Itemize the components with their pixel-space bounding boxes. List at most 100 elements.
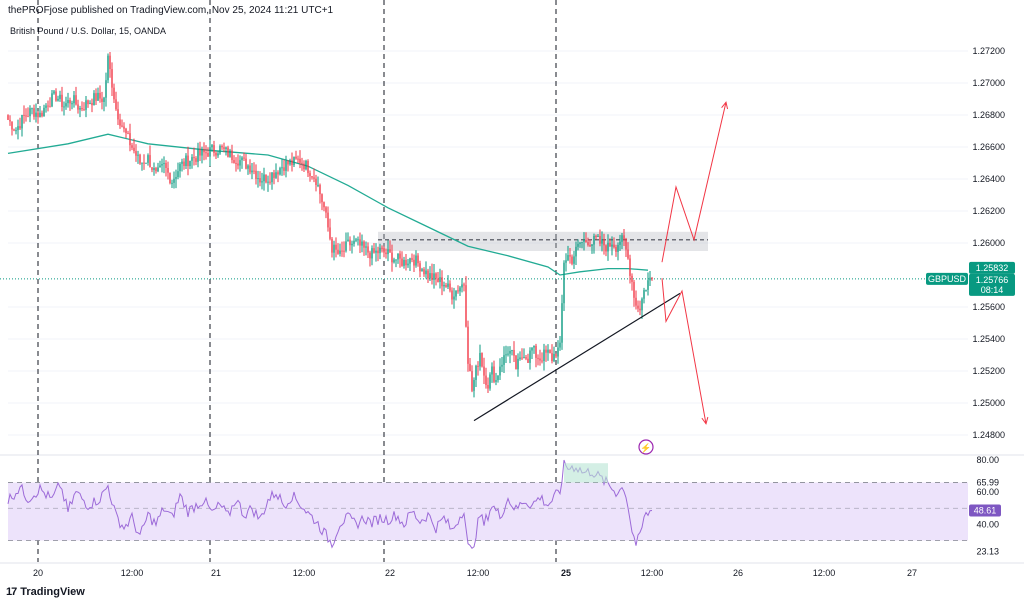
candle-body xyxy=(83,109,85,111)
candle-body xyxy=(269,181,271,183)
candle-body xyxy=(49,106,51,108)
candle-body xyxy=(441,277,443,287)
candle-body xyxy=(239,160,241,166)
candle-body xyxy=(493,366,495,382)
candle-body xyxy=(529,350,531,363)
candle-body xyxy=(217,153,219,156)
candle-body xyxy=(63,106,65,108)
tradingview-branding: 17 TradingView xyxy=(6,586,85,598)
candle-body xyxy=(265,174,267,183)
candle-body xyxy=(515,355,517,370)
candle-body xyxy=(451,290,453,300)
candle-body xyxy=(165,163,167,169)
candle-body xyxy=(245,158,247,169)
candle-body xyxy=(197,149,199,162)
rsi-tick-label: 23.13 xyxy=(976,547,999,557)
candle-body xyxy=(225,147,227,149)
candle-body xyxy=(385,252,387,255)
candle-body xyxy=(317,184,319,186)
candle-body xyxy=(323,202,325,208)
candle-body xyxy=(501,364,503,367)
candle-body xyxy=(469,363,471,372)
rsi-tick-label: 40.00 xyxy=(976,519,999,529)
candle-body xyxy=(95,93,97,101)
candle-body xyxy=(199,149,201,156)
symbol-tag-label: GBPUSD xyxy=(928,274,967,284)
candle-body xyxy=(37,112,39,118)
candle-body xyxy=(105,80,107,98)
candle-body xyxy=(57,98,59,101)
candle-body xyxy=(519,357,521,359)
candle-body xyxy=(9,119,11,122)
candle-body xyxy=(79,107,81,110)
candle-body xyxy=(527,358,529,363)
candle-body xyxy=(209,147,211,157)
candle-body xyxy=(395,259,397,261)
candle-body xyxy=(87,100,89,105)
candle-body xyxy=(485,375,487,385)
rsi-value-tag xyxy=(969,504,1001,517)
candle-body xyxy=(279,168,281,175)
candle-body xyxy=(59,94,61,99)
candle-body xyxy=(283,167,285,171)
candle-body xyxy=(201,149,203,156)
candle-body xyxy=(109,55,111,70)
candle-body xyxy=(23,114,25,116)
candle-body xyxy=(255,170,257,179)
candle-body xyxy=(43,107,45,117)
candle-body xyxy=(299,158,301,163)
candle-body xyxy=(259,178,261,183)
candle-body xyxy=(491,366,493,375)
rsi-value-label: 48.61 xyxy=(974,506,997,516)
candle-body xyxy=(249,165,251,173)
candle-body xyxy=(477,365,479,367)
moving-average-layer xyxy=(7,133,649,276)
candle-body xyxy=(111,69,113,88)
candle-body xyxy=(367,246,369,253)
candle-body xyxy=(575,246,577,257)
candle-body xyxy=(443,284,445,287)
candle-body xyxy=(445,284,447,287)
candle-body xyxy=(369,252,371,259)
time-tick-label: 20 xyxy=(33,568,43,578)
candle-body xyxy=(139,154,141,164)
candle-body xyxy=(179,163,181,172)
candle-body xyxy=(11,121,13,130)
candle-body xyxy=(541,360,543,362)
candle-body xyxy=(145,162,147,164)
tradingview-name: TradingView xyxy=(20,586,85,598)
price-tick-label: 1.26000 xyxy=(972,238,1005,248)
candle-body xyxy=(331,238,333,253)
candle-body xyxy=(121,125,123,127)
candle-body xyxy=(489,374,491,389)
price-tick-label: 1.26800 xyxy=(972,110,1005,120)
candle-body xyxy=(187,155,189,167)
candle-body xyxy=(453,296,455,300)
candle-body xyxy=(619,241,621,245)
candle-body xyxy=(333,244,335,253)
candle-body xyxy=(253,170,255,172)
candle-body xyxy=(123,126,125,129)
candle-body xyxy=(29,108,31,117)
candle-body xyxy=(601,239,603,244)
candle-body xyxy=(423,269,425,275)
ascending-trendline xyxy=(473,292,681,422)
candle-body xyxy=(431,273,433,280)
candle-body xyxy=(27,116,29,118)
candle-body xyxy=(351,243,353,246)
time-tick-label: 27 xyxy=(907,568,917,578)
last-price-tag xyxy=(969,273,1015,296)
candle-body xyxy=(99,92,101,99)
bar-countdown-label: 08:14 xyxy=(981,285,1004,295)
candle-body xyxy=(421,269,423,272)
candle-body xyxy=(115,99,117,110)
candle-body xyxy=(203,149,205,153)
candle-body xyxy=(343,250,345,252)
candle-body xyxy=(305,160,307,170)
candle-body xyxy=(567,255,569,261)
candle-body xyxy=(175,177,177,179)
candle-body xyxy=(149,155,151,168)
candle-body xyxy=(353,240,355,244)
candle-body xyxy=(293,156,295,166)
